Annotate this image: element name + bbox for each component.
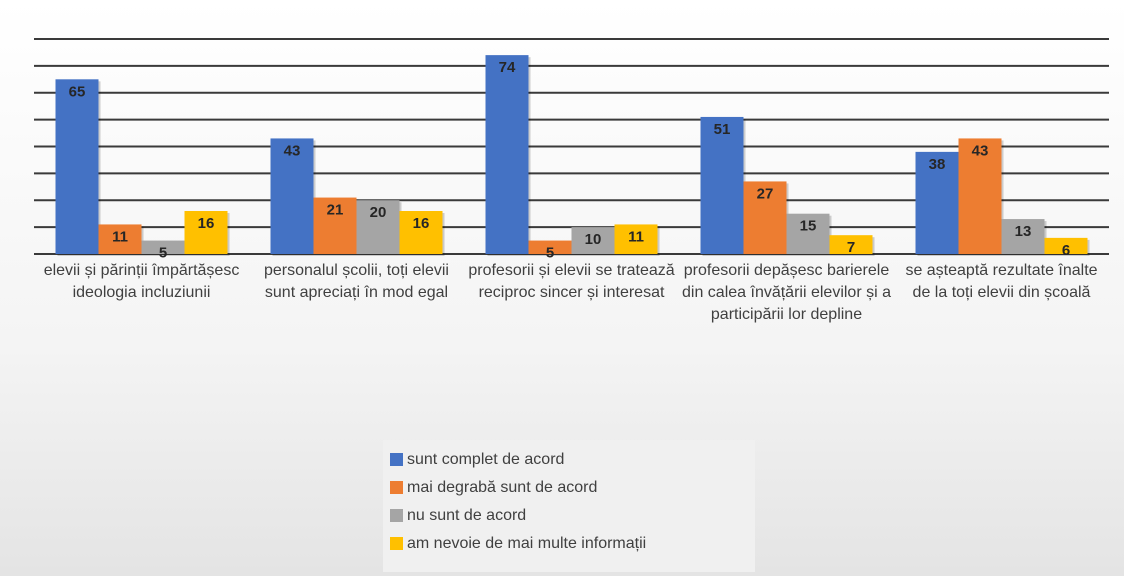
data-label: 5	[159, 245, 167, 262]
bar	[485, 55, 529, 254]
bar	[915, 151, 959, 254]
bar	[141, 240, 185, 254]
bar	[356, 200, 400, 254]
legend-swatch	[390, 481, 403, 494]
data-label: 11	[112, 228, 128, 245]
data-label: 43	[284, 142, 301, 159]
x-tick-label: se așteaptă rezultate înalte de la toți …	[905, 262, 1098, 301]
bar	[829, 235, 873, 254]
bar	[184, 211, 228, 254]
bar	[614, 224, 658, 254]
bar	[1001, 219, 1045, 254]
bar	[700, 116, 744, 254]
bar	[55, 79, 99, 254]
bar	[571, 227, 615, 254]
data-label: 20	[370, 204, 387, 221]
legend-swatch	[390, 537, 403, 550]
legend-box	[383, 440, 755, 572]
data-label: 13	[1015, 223, 1032, 240]
data-label: 10	[585, 231, 602, 248]
x-tick-label: elevii și părinții împărtășesc ideologia…	[43, 262, 240, 301]
legend-swatch	[390, 453, 403, 466]
data-label: 6	[1062, 242, 1070, 259]
data-label: 51	[714, 121, 731, 138]
bar	[98, 224, 142, 254]
bar	[528, 240, 572, 254]
data-label: 43	[972, 142, 989, 159]
x-tick-label: profesorii și elevii se tratează recipro…	[468, 262, 675, 301]
legend-label: nu sunt de acord	[407, 507, 526, 524]
data-label: 74	[499, 59, 516, 76]
data-label: 7	[847, 239, 855, 256]
data-label: 16	[413, 215, 430, 232]
bar	[743, 181, 787, 254]
x-tick-label: personalul școlii, toți elevii sunt apre…	[264, 262, 449, 301]
data-label: 5	[546, 245, 554, 262]
bar	[1044, 237, 1088, 254]
data-label: 16	[198, 215, 215, 232]
data-label: 65	[69, 83, 86, 100]
legend-label: sunt complet de acord	[407, 451, 564, 468]
bar	[958, 138, 1002, 254]
bar	[399, 211, 443, 254]
bar	[270, 138, 314, 254]
bar	[313, 197, 357, 254]
bar	[786, 213, 830, 254]
legend-swatch	[390, 509, 403, 522]
x-tick-label: profesorii depășesc barierele din calea …	[682, 262, 891, 323]
legend-label: mai degrabă sunt de acord	[407, 479, 597, 496]
data-label: 15	[800, 218, 817, 235]
data-label: 27	[757, 185, 774, 202]
data-label: 21	[327, 202, 344, 219]
legend-label: am nevoie de mai multe informații	[407, 535, 646, 552]
data-label: 38	[929, 156, 946, 173]
data-label: 11	[628, 228, 644, 245]
